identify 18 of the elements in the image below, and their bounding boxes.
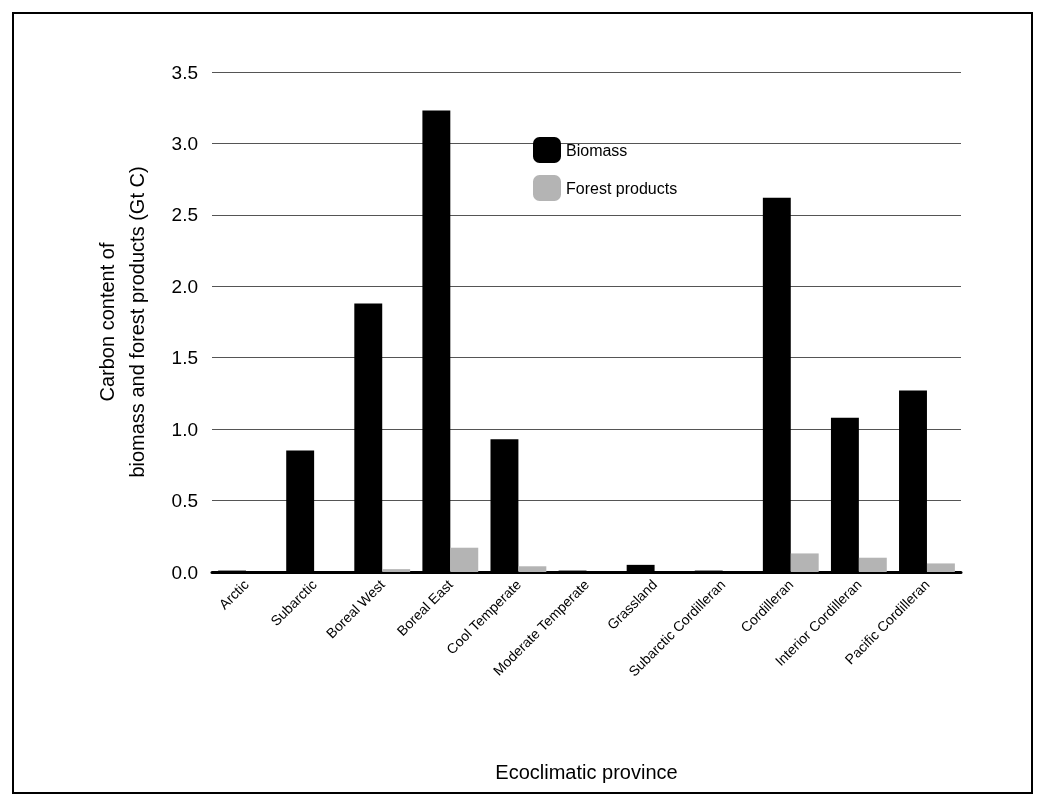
bar — [790, 553, 819, 572]
y-tick-label: 3.5 — [171, 61, 198, 83]
y-tick-label: 2.0 — [171, 275, 198, 297]
legend-label: Biomass — [566, 141, 628, 159]
y-tick-label: 2.5 — [171, 204, 198, 226]
legend-label: Forest products — [566, 179, 678, 197]
x-axis-title: Ecoclimatic province — [495, 761, 678, 783]
y-tick-label: 1.0 — [171, 418, 198, 440]
bar — [518, 566, 547, 572]
y-axis-title: Carbon content of biomass and forest products (Gt C) — [96, 166, 148, 478]
bar — [858, 557, 887, 572]
y-tick-label: 0.0 — [171, 561, 198, 583]
bar — [382, 569, 411, 572]
bar — [926, 563, 955, 572]
y-tick-label: 3.0 — [171, 132, 198, 154]
y-tick-label: 0.5 — [171, 490, 198, 512]
bar — [450, 547, 479, 572]
y-tick-label: 1.5 — [171, 347, 198, 369]
